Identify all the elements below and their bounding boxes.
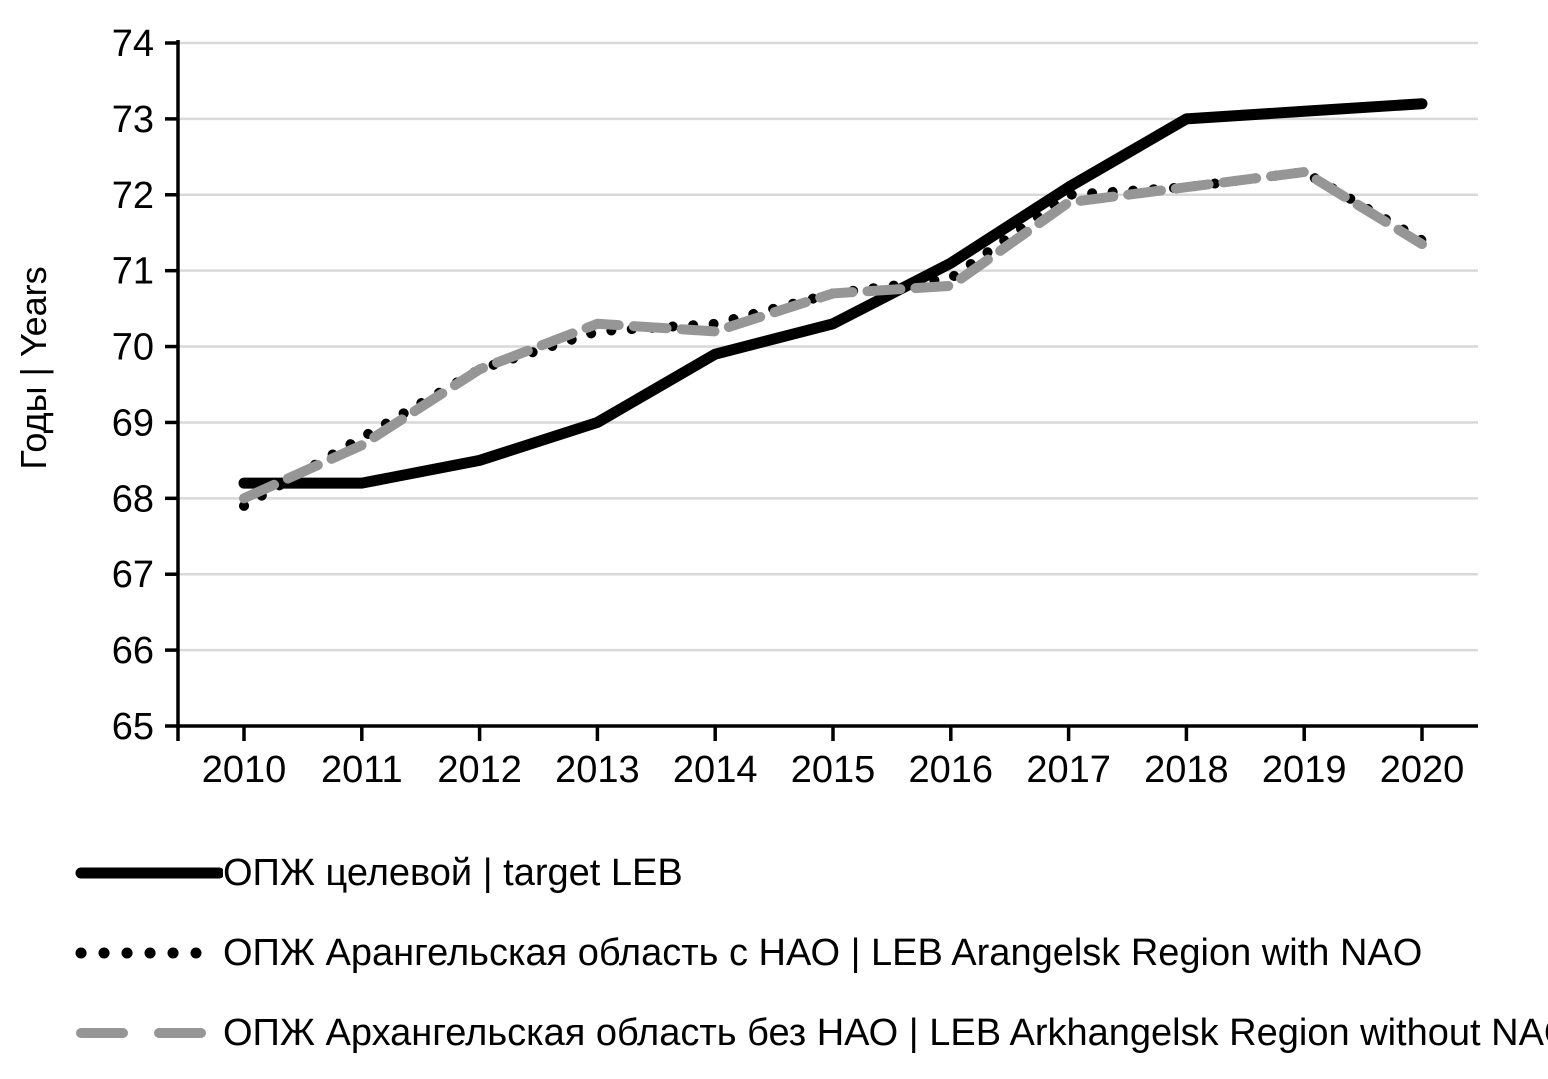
legend-item-target-leb: ОПЖ целевой | target LEB [75,851,683,895]
y-tick-label: 68 [112,478,154,520]
y-tick-label: 65 [112,706,154,748]
x-tick-label: 2012 [437,749,522,791]
legend-sample-dashed-line [76,1028,206,1038]
x-tick-label: 2018 [1144,749,1229,791]
series-line-target-leb [238,98,1428,489]
y-tick-label: 73 [112,99,154,141]
y-tick-label: 72 [112,175,154,217]
y-tick-label: 67 [112,554,154,596]
legend-label-target-leb: ОПЖ целевой | target LEB [223,852,683,894]
x-tick-label: 2020 [1380,749,1465,791]
y-axis-title: Годы | Years [13,266,54,470]
y-tick-label: 66 [112,630,154,672]
legend-sample-solid-line [75,867,223,879]
legend-label-leb-without-nao: ОПЖ Архангельская область без НАО | LEB … [223,1012,1548,1054]
y-tick-label: 70 [112,327,154,369]
x-tick-label: 2016 [909,749,994,791]
x-tick-label: 2011 [321,749,403,791]
legend-label-leb-with-nao: ОПЖ Арангельская область с НАО | LEB Ara… [223,932,1423,974]
y-tick-label: 69 [112,402,154,444]
x-tick-label: 2019 [1262,749,1347,791]
legend-sample-dotted-line [75,947,202,959]
x-tick-label: 2010 [202,749,287,791]
x-tick-label: 2014 [673,749,758,791]
legend-item-leb-without-nao: ОПЖ Архангельская область без НАО | LEB … [75,1011,1548,1055]
x-tick-label: 2017 [1026,749,1111,791]
series-line-leb-with-nao [239,167,1427,511]
legend-item-leb-with-nao: ОПЖ Арангельская область с НАО | LEB Ara… [75,931,1422,975]
x-tick-label: 2013 [555,749,640,791]
x-tick-label: 2015 [791,749,876,791]
y-tick-label: 71 [112,251,154,293]
series-line-leb-without-nao [239,167,1427,504]
y-tick-label: 74 [112,23,154,65]
